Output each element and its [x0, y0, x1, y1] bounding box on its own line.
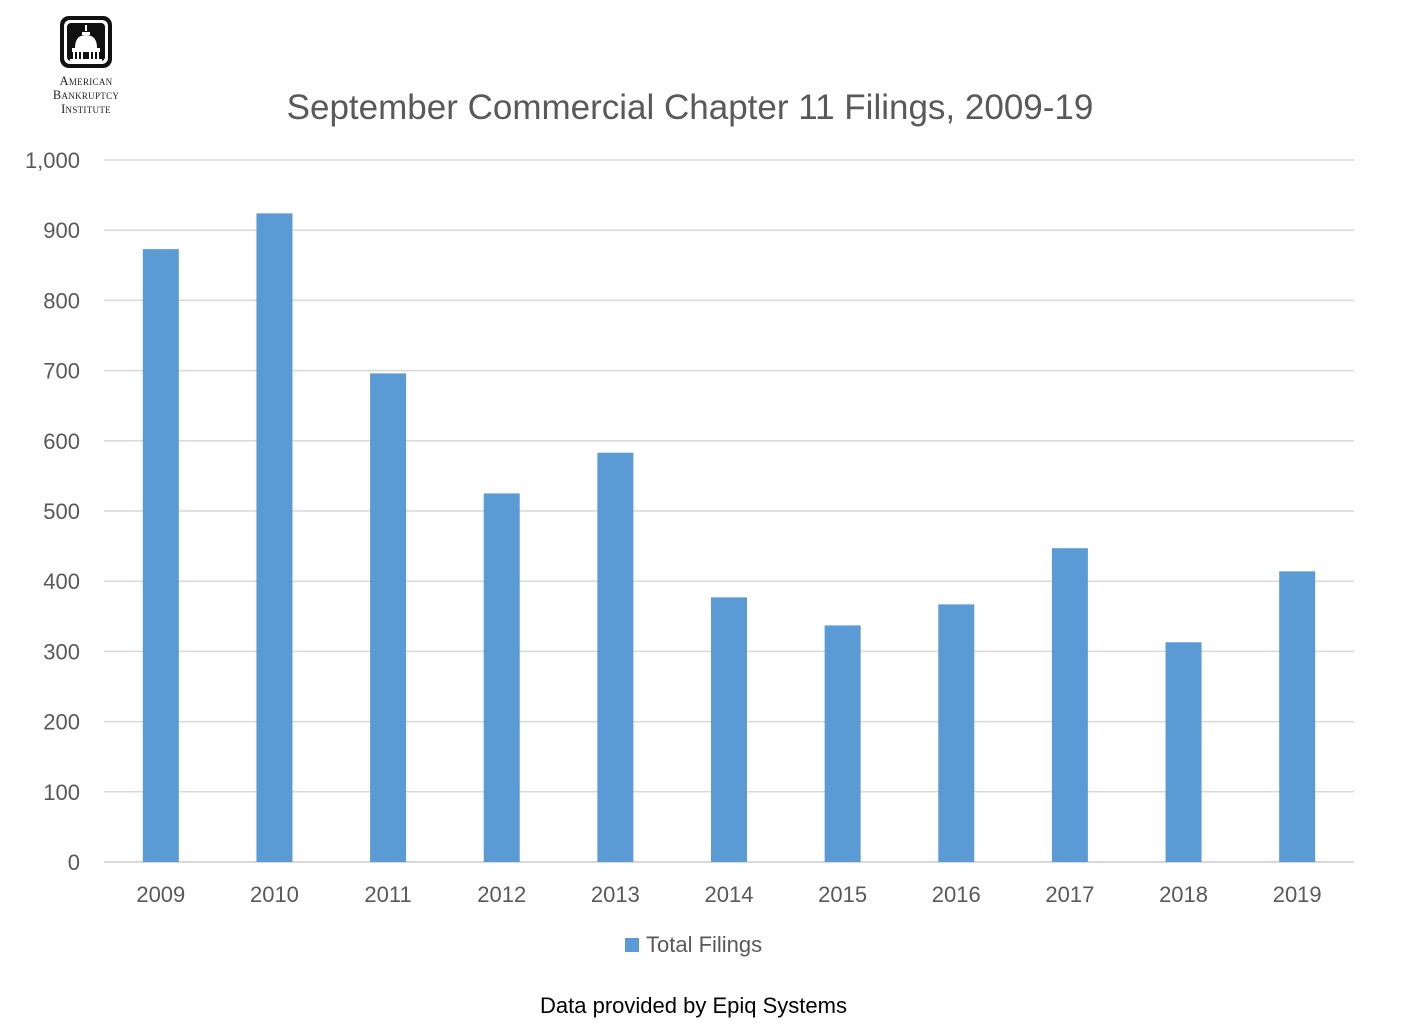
x-tick-label: 2013: [591, 882, 640, 907]
y-tick-label: 0: [68, 850, 80, 875]
y-tick-label: 800: [43, 288, 80, 313]
x-tick-label: 2015: [818, 882, 867, 907]
bar-2018: [1165, 642, 1202, 862]
logo-line-3: Institute: [61, 102, 111, 116]
y-tick-label: 400: [43, 569, 80, 594]
logo-line-2: Bankruptcy: [52, 88, 120, 102]
bar-2017: [1051, 548, 1088, 862]
chart-title: September Commercial Chapter 11 Filings,…: [287, 88, 1094, 127]
x-tick-label: 2014: [705, 882, 754, 907]
y-tick-label: 1,000: [25, 148, 80, 173]
bar-2012: [483, 493, 520, 862]
bar-2014: [711, 597, 747, 862]
legend: Total Filings: [625, 932, 762, 957]
bar-2010: [256, 213, 293, 863]
y-axis-ticks: 0 100 200 300 400 500 600 700 800 900 1,000: [25, 148, 80, 875]
y-tick-label: 300: [43, 639, 80, 664]
bar-2016: [938, 604, 975, 862]
x-tick-label: 2019: [1273, 882, 1322, 907]
y-tick-label: 500: [43, 499, 80, 524]
bar-2011: [370, 373, 407, 862]
bars: [142, 213, 1316, 863]
y-tick-label: 200: [43, 710, 80, 735]
x-tick-label: 2012: [477, 882, 526, 907]
bar-2019: [1279, 571, 1316, 862]
bar-2015: [824, 625, 861, 862]
x-tick-label: 2018: [1159, 882, 1208, 907]
x-tick-label: 2017: [1045, 882, 1094, 907]
y-tick-label: 700: [43, 359, 80, 384]
x-tick-label: 2009: [136, 882, 185, 907]
x-axis-ticks: 2009 2010 2011 2012 2013 2014 2015 2016 2017 2018…: [136, 882, 1321, 907]
source-note: Data provided by Epiq Systems: [540, 993, 847, 1018]
legend-swatch: [625, 938, 639, 952]
x-tick-label: 2011: [364, 882, 411, 907]
y-tick-label: 900: [43, 218, 80, 243]
y-tick-label: 100: [43, 780, 80, 805]
x-tick-label: 2016: [932, 882, 981, 907]
abi-logo: American Bankruptcy Institute: [28, 14, 144, 116]
y-tick-label: 600: [43, 429, 80, 454]
legend-label: Total Filings: [646, 932, 762, 957]
logo-line-1: American: [59, 74, 113, 88]
bar-2009: [142, 249, 179, 863]
x-tick-label: 2010: [250, 882, 299, 907]
capitol-dome-icon: [60, 16, 112, 68]
bar-2013: [597, 452, 634, 862]
gridlines: [104, 159, 1354, 863]
